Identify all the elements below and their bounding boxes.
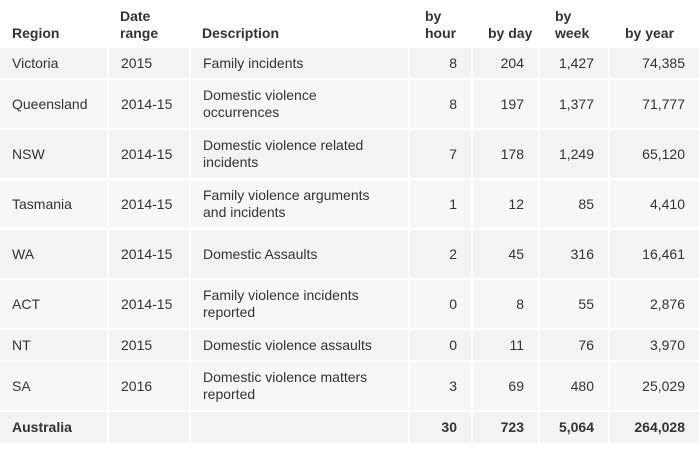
cell-by-day: 204 (472, 48, 540, 80)
cell-date-range: 2014-15 (108, 279, 191, 330)
total-region: Australia (0, 411, 109, 445)
table-row: NSW 2014-15 Domestic violence related in… (0, 129, 699, 180)
header-by-day: by day (472, 0, 539, 48)
cell-region: Tasmania (0, 179, 109, 230)
cell-by-hour: 7 (409, 129, 473, 180)
cell-description: Domestic violence assaults (190, 329, 410, 362)
cell-by-week: 85 (539, 179, 610, 230)
cell-region: SA (0, 361, 109, 412)
cell-by-week: 316 (539, 229, 610, 280)
cell-by-year: 25,029 (609, 361, 699, 412)
cell-date-range: 2014-15 (108, 129, 191, 180)
header-row: Region Date range Description by hour by… (0, 0, 699, 48)
total-by-year: 264,028 (609, 411, 699, 445)
cell-by-week: 1,249 (539, 129, 610, 180)
total-row: Australia 30 723 5,064 264,028 (0, 411, 699, 445)
cell-by-week: 76 (539, 329, 610, 362)
cell-date-range: 2014-15 (108, 229, 191, 280)
table-row: NT 2015 Domestic violence assaults 0 11 … (0, 329, 699, 362)
cell-date-range: 2014-15 (108, 179, 191, 230)
cell-by-day: 69 (472, 361, 540, 412)
cell-by-day: 8 (472, 279, 540, 330)
cell-by-day: 197 (472, 79, 540, 130)
table-row: Victoria 2015 Family incidents 8 204 1,4… (0, 48, 699, 80)
table-row: Queensland 2014-15 Domestic violence occ… (0, 79, 699, 130)
cell-region: Victoria (0, 48, 109, 80)
cell-by-hour: 2 (409, 229, 473, 280)
cell-region: NT (0, 329, 109, 362)
cell-by-hour: 0 (409, 279, 473, 330)
header-by-year: by year (609, 0, 699, 48)
cell-region: Queensland (0, 79, 109, 130)
cell-by-year: 16,461 (609, 229, 699, 280)
cell-by-year: 71,777 (609, 79, 699, 130)
cell-by-week: 1,427 (539, 48, 610, 80)
cell-by-day: 45 (472, 229, 540, 280)
cell-by-week: 1,377 (539, 79, 610, 130)
violence-statistics-table: Region Date range Description by hour by… (0, 0, 699, 445)
table-row: ACT 2014-15 Family violence incidents re… (0, 279, 699, 330)
cell-by-hour: 8 (409, 79, 473, 130)
total-description (190, 411, 410, 445)
cell-description: Family incidents (190, 48, 410, 80)
cell-by-day: 178 (472, 129, 540, 180)
cell-by-hour: 3 (409, 361, 473, 412)
cell-description: Family violence incidents reported (190, 279, 410, 330)
cell-by-week: 55 (539, 279, 610, 330)
cell-description: Domestic violence matters reported (190, 361, 410, 412)
cell-by-year: 74,385 (609, 48, 699, 80)
cell-by-year: 2,876 (609, 279, 699, 330)
cell-description: Domestic Assaults (190, 229, 410, 280)
header-region: Region (0, 0, 108, 48)
header-date-range: Date range (108, 0, 190, 48)
total-date-range (108, 411, 191, 445)
cell-by-year: 4,410 (609, 179, 699, 230)
cell-by-hour: 8 (409, 48, 473, 80)
cell-date-range: 2014-15 (108, 79, 191, 130)
cell-by-year: 3,970 (609, 329, 699, 362)
cell-region: NSW (0, 129, 109, 180)
cell-date-range: 2015 (108, 329, 191, 362)
cell-by-year: 65,120 (609, 129, 699, 180)
table-row: Tasmania 2014-15 Family violence argumen… (0, 179, 699, 230)
header-by-week: by week (539, 0, 609, 48)
cell-description: Domestic violence occurrences (190, 79, 410, 130)
cell-by-week: 480 (539, 361, 610, 412)
header-by-hour: by hour (409, 0, 472, 48)
header-description: Description (190, 0, 409, 48)
cell-by-hour: 1 (409, 179, 473, 230)
cell-description: Domestic violence related incidents (190, 129, 410, 180)
cell-date-range: 2016 (108, 361, 191, 412)
total-by-hour: 30 (409, 411, 473, 445)
total-by-week: 5,064 (539, 411, 610, 445)
cell-by-hour: 0 (409, 329, 473, 362)
cell-region: ACT (0, 279, 109, 330)
cell-by-day: 12 (472, 179, 540, 230)
cell-by-day: 11 (472, 329, 540, 362)
table-row: WA 2014-15 Domestic Assaults 2 45 316 16… (0, 229, 699, 280)
cell-description: Family violence arguments and incidents (190, 179, 410, 230)
table-row: SA 2016 Domestic violence matters report… (0, 361, 699, 412)
total-by-day: 723 (472, 411, 540, 445)
cell-region: WA (0, 229, 109, 280)
cell-date-range: 2015 (108, 48, 191, 80)
